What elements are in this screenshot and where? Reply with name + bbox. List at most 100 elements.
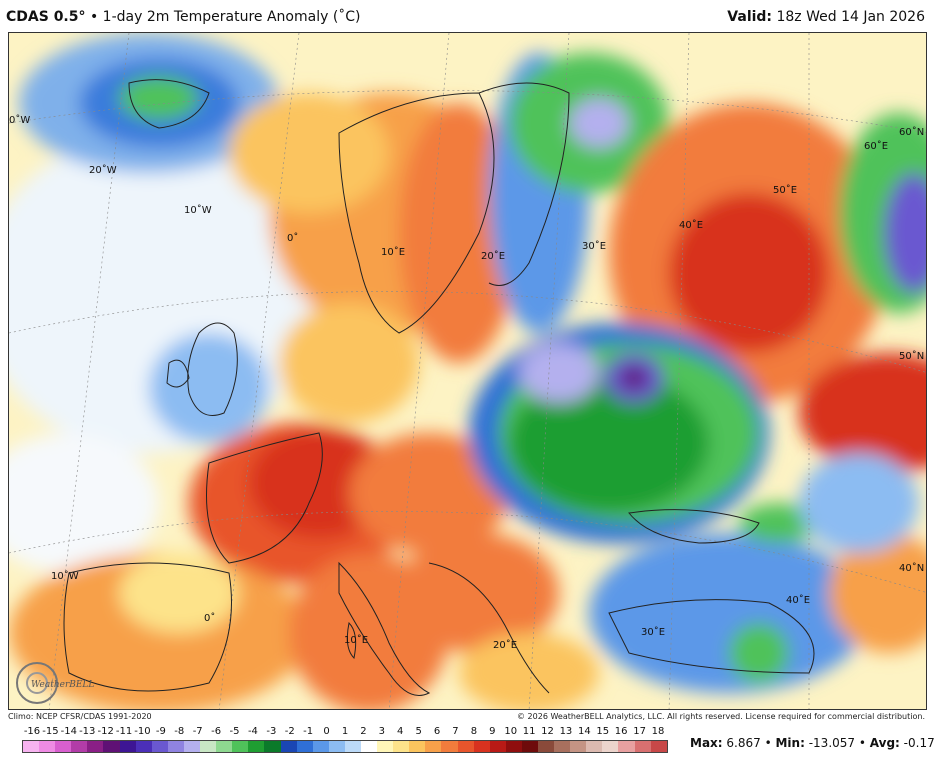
legend-label: 11: [522, 726, 536, 737]
weatherbell-logo: WeatherBELL: [16, 662, 94, 704]
min-value: -13.057: [808, 736, 856, 750]
legend-label: -14: [60, 726, 77, 737]
grid-label: 50˚E: [773, 184, 797, 196]
max-label: Max:: [690, 736, 723, 750]
model-name: CDAS 0.5°: [6, 9, 86, 25]
legend-label: 3: [378, 726, 385, 737]
legend-swatch: [618, 741, 635, 752]
legend-swatch: [296, 741, 313, 752]
grid-label: 20˚E: [493, 639, 517, 651]
legend-swatch: [135, 741, 152, 752]
legend-label: -6: [211, 726, 222, 737]
legend-swatch: [39, 741, 56, 752]
legend-label: 2: [360, 726, 367, 737]
logo-text: WeatherBELL: [31, 680, 94, 690]
legend-swatch: [489, 741, 506, 752]
legend-swatch: [393, 741, 410, 752]
legend-label: 5: [415, 726, 422, 737]
legend-labels: -16 -15 -14 -13 -12 -11 -10 -9 -8 -7 -6 -5 -4 -3 -2 -1 0…: [22, 726, 668, 740]
grid-label: 0˚: [287, 232, 298, 244]
legend-label: -8: [174, 726, 185, 737]
legend-swatch: [183, 741, 201, 752]
valid-label: Valid:: [727, 9, 773, 25]
legend-label: 13: [559, 726, 573, 737]
legend-label: 1: [341, 726, 349, 737]
grid-label: 50˚N: [899, 350, 924, 362]
legend-label: -4: [247, 726, 258, 737]
legend-label: -15: [42, 726, 59, 737]
legend-swatch: [409, 741, 426, 752]
temperature-anomaly-map[interactable]: 0˚W 20˚W 10˚W 0˚ 10˚E 20˚E 30˚E 40˚E 50˚…: [8, 32, 927, 710]
valid-time: Valid: 18z Wed 14 Jan 2026: [727, 9, 925, 25]
legend-label: -12: [97, 726, 114, 737]
grid-label: 10˚E: [344, 634, 368, 646]
legend-label: 7: [452, 726, 459, 737]
legend-swatch: [87, 741, 104, 752]
stats-line: Max: 6.867 • Min: -13.057 • Avg: -0.177: [690, 736, 935, 750]
map-title: CDAS 0.5° • 1-day 2m Temperature Anomaly…: [6, 9, 361, 25]
legend-label: 15: [596, 726, 610, 737]
legend-swatch: [554, 741, 571, 752]
legend-label: 16: [614, 726, 628, 737]
legend-label: -1: [303, 726, 314, 737]
grid-label: 0˚: [204, 612, 215, 624]
legend-swatch: [23, 741, 40, 752]
legend-label: -5: [229, 726, 240, 737]
legend-swatch: [602, 741, 619, 752]
legend-label: 17: [633, 726, 646, 737]
legend-label: 4: [397, 726, 404, 737]
grid-label: 60˚E: [864, 140, 888, 152]
legend-swatch: [570, 741, 587, 752]
legend-swatch: [103, 741, 120, 752]
grid-label: 30˚E: [641, 626, 665, 638]
legend-label: -9: [155, 726, 166, 737]
legend-label: -16: [23, 726, 41, 737]
legend-swatch: [119, 741, 136, 752]
legend-swatch: [216, 741, 233, 752]
legend-swatch: [457, 741, 474, 752]
avg-value: -0.177: [903, 736, 935, 750]
grid-label: 20˚W: [89, 164, 117, 176]
legend-swatch: [377, 741, 394, 752]
coastlines: [63, 79, 815, 696]
title-separator: •: [89, 9, 99, 25]
legend-swatch: [200, 741, 217, 752]
grid-label: 30˚E: [582, 240, 606, 252]
legend-swatch: [248, 741, 265, 752]
avg-label: Avg:: [869, 736, 900, 750]
legend-swatch: [151, 741, 168, 752]
legend-swatch: [650, 741, 667, 752]
legend-swatch: [505, 741, 522, 752]
legend-swatch: [634, 741, 651, 752]
legend-label: -2: [284, 726, 295, 737]
legend-label: -10: [134, 726, 151, 737]
copyright-note: © 2026 WeatherBELL Analytics, LLC. All r…: [517, 712, 925, 721]
color-legend: -16 -15 -14 -13 -12 -11 -10 -9 -8 -7 -6 -5 -4 -3 -2 -1 0…: [22, 726, 668, 762]
legend-swatch: [586, 741, 603, 752]
legend-swatch: [71, 741, 88, 752]
legend-swatch: [344, 741, 361, 752]
grid-label: 0˚W: [9, 114, 30, 126]
grid-label: 20˚E: [481, 250, 505, 262]
legend-swatch: [280, 741, 297, 752]
legend-label: -3: [266, 726, 277, 737]
legend-label: 6: [433, 726, 441, 737]
legend-color-bar: [22, 740, 668, 753]
grid-label: 40˚E: [786, 594, 810, 606]
grid-label: 40˚E: [679, 219, 703, 231]
legend-swatch: [521, 741, 538, 752]
legend-label: 18: [651, 726, 665, 737]
legend-label: -11: [115, 726, 133, 737]
legend-swatch: [360, 741, 378, 752]
grid-label: 10˚E: [381, 246, 405, 258]
grid-label: 10˚W: [184, 204, 212, 216]
anomaly-field: [9, 33, 926, 709]
grid-label: 10˚W: [51, 570, 79, 582]
legend-swatch: [473, 741, 490, 752]
legend-label: 14: [577, 726, 591, 737]
header: CDAS 0.5° • 1-day 2m Temperature Anomaly…: [0, 0, 935, 32]
product-title: 1-day 2m Temperature Anomaly (˚C): [102, 9, 361, 25]
legend-label: 12: [541, 726, 554, 737]
legend-label: 0: [323, 726, 330, 737]
max-value: 6.867: [726, 736, 761, 750]
